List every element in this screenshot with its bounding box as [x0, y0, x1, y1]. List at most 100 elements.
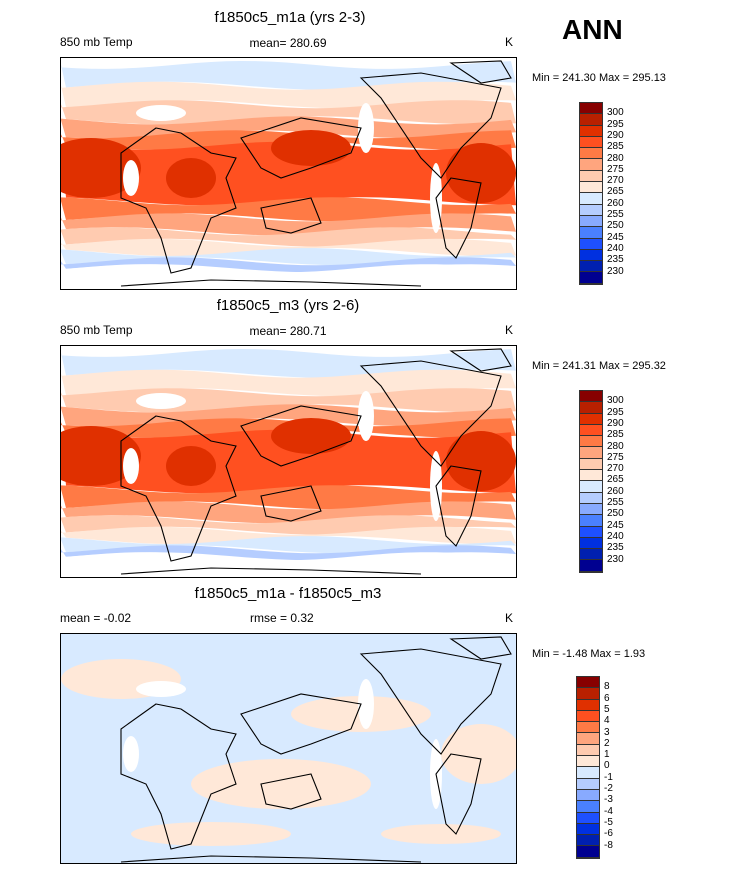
- contour-band: [61, 526, 516, 545]
- colorbar-label: 240: [607, 242, 624, 254]
- contour-band: [61, 348, 516, 378]
- colorbar-label: -3: [604, 794, 613, 806]
- contour-band: [61, 369, 516, 397]
- colorbar-swatch: [580, 182, 602, 194]
- colorbar-label: 5: [604, 703, 610, 715]
- contour-band: [61, 238, 516, 257]
- colorbar-swatch: [577, 835, 599, 847]
- panel-2-mean: mean= 280.71: [249, 324, 327, 338]
- colorbar-swatch: [580, 481, 602, 493]
- panel-2-colorbar: [579, 390, 603, 573]
- coastline: [120, 567, 422, 575]
- contour-band: [61, 485, 516, 510]
- colorbar-swatch: [580, 261, 602, 273]
- panel-1-variable: 850 mb Temp: [60, 35, 133, 49]
- panel-3-minmax: Min = -1.48 Max = 1.93: [532, 648, 646, 660]
- colorbar-label: 0: [604, 760, 610, 772]
- contour-band: [61, 501, 516, 524]
- panel-1-mean: mean= 280.69: [249, 36, 327, 50]
- coastline: [449, 636, 512, 660]
- coastline: [260, 485, 322, 522]
- colorbar-label: 1: [604, 749, 610, 761]
- missing-data-region: [123, 160, 139, 196]
- panel-1-minmax: Min = 241.30 Max = 295.13: [532, 72, 666, 84]
- colorbar-swatch: [580, 125, 602, 137]
- colorbar-swatch: [577, 756, 599, 768]
- colorbar-swatch: [580, 272, 602, 284]
- colorbar-label: 265: [607, 474, 624, 486]
- colorbar-label: 235: [607, 542, 624, 554]
- coastline: [260, 773, 322, 810]
- panel-3-rmse: rmse = 0.32: [250, 611, 314, 625]
- panel-1-units: K: [505, 35, 514, 49]
- colorbar-swatch: [577, 801, 599, 813]
- coastline: [359, 360, 502, 467]
- panel-3-title: f1850c5_m1a - f1850c5_m3: [194, 585, 382, 602]
- coastline: [240, 693, 362, 755]
- colorbar-swatch: [577, 677, 599, 689]
- colorbar-swatch: [580, 560, 602, 572]
- colorbar-label: 255: [607, 209, 624, 220]
- positive-anomaly: [191, 759, 371, 809]
- missing-data-region: [136, 105, 186, 121]
- colorbar-swatch: [580, 537, 602, 550]
- colorbar-swatch: [577, 789, 599, 802]
- warm-region: [446, 143, 516, 203]
- colorbar-label: 235: [607, 254, 624, 266]
- colorbar-swatch: [577, 823, 599, 836]
- colorbar-swatch: [580, 503, 602, 516]
- colorbar-label: -4: [604, 805, 613, 817]
- colorbar-swatch: [577, 812, 599, 824]
- colorbar-label: 250: [607, 220, 624, 232]
- colorbar-swatch: [580, 249, 602, 262]
- colorbar-swatch: [580, 114, 602, 126]
- contour-band: [61, 213, 516, 236]
- colorbar-label: -2: [604, 783, 613, 794]
- positive-anomaly: [131, 822, 291, 846]
- colorbar-swatch: [580, 193, 602, 205]
- contour-band: [61, 116, 516, 139]
- panel-2-minmax: Min = 241.31 Max = 295.32: [532, 360, 666, 372]
- panel-2-variable: 850 mb Temp: [60, 323, 133, 337]
- colorbar-swatch: [580, 549, 602, 561]
- panel-1-map: [60, 57, 517, 290]
- colorbar-label: 285: [607, 429, 624, 441]
- colorbar-swatch: [577, 699, 599, 711]
- colorbar-label: 300: [607, 395, 624, 407]
- contour-band: [61, 197, 516, 222]
- coastline: [435, 753, 482, 835]
- colorbar-label: 260: [607, 485, 624, 497]
- warm-region: [271, 418, 351, 454]
- coastline: [120, 415, 237, 562]
- coastline: [449, 348, 512, 372]
- colorbar-label: 285: [607, 141, 624, 153]
- contour-band: [61, 545, 516, 561]
- panel-1-title: f1850c5_m1a (yrs 2-3): [214, 9, 366, 26]
- colorbar-label: 290: [607, 417, 624, 429]
- colorbar-label: 230: [607, 553, 624, 565]
- missing-data-region: [123, 448, 139, 484]
- warm-region: [271, 130, 351, 166]
- colorbar-label: 4: [604, 715, 610, 727]
- colorbar-swatch: [580, 458, 602, 471]
- colorbar-swatch: [577, 846, 599, 858]
- panel-1-colorbar: [579, 102, 603, 285]
- positive-anomaly: [441, 724, 516, 784]
- colorbar-label: 8: [604, 681, 610, 693]
- warm-region: [166, 158, 216, 198]
- coastline: [120, 703, 237, 850]
- coastline: [120, 855, 422, 863]
- colorbar-label: 255: [607, 497, 624, 508]
- colorbar-swatch: [580, 159, 602, 171]
- colorbar-swatch: [580, 136, 602, 149]
- colorbar-label: 300: [607, 107, 624, 119]
- colorbar-swatch: [580, 238, 602, 250]
- colorbar-label: 250: [607, 508, 624, 520]
- colorbar-swatch: [580, 170, 602, 183]
- missing-data-region: [136, 393, 186, 409]
- colorbar-swatch: [580, 424, 602, 437]
- colorbar-label: -6: [604, 828, 613, 840]
- colorbar-swatch: [577, 744, 599, 757]
- colorbar-label: 265: [607, 186, 624, 198]
- panel-2-map: [60, 345, 517, 578]
